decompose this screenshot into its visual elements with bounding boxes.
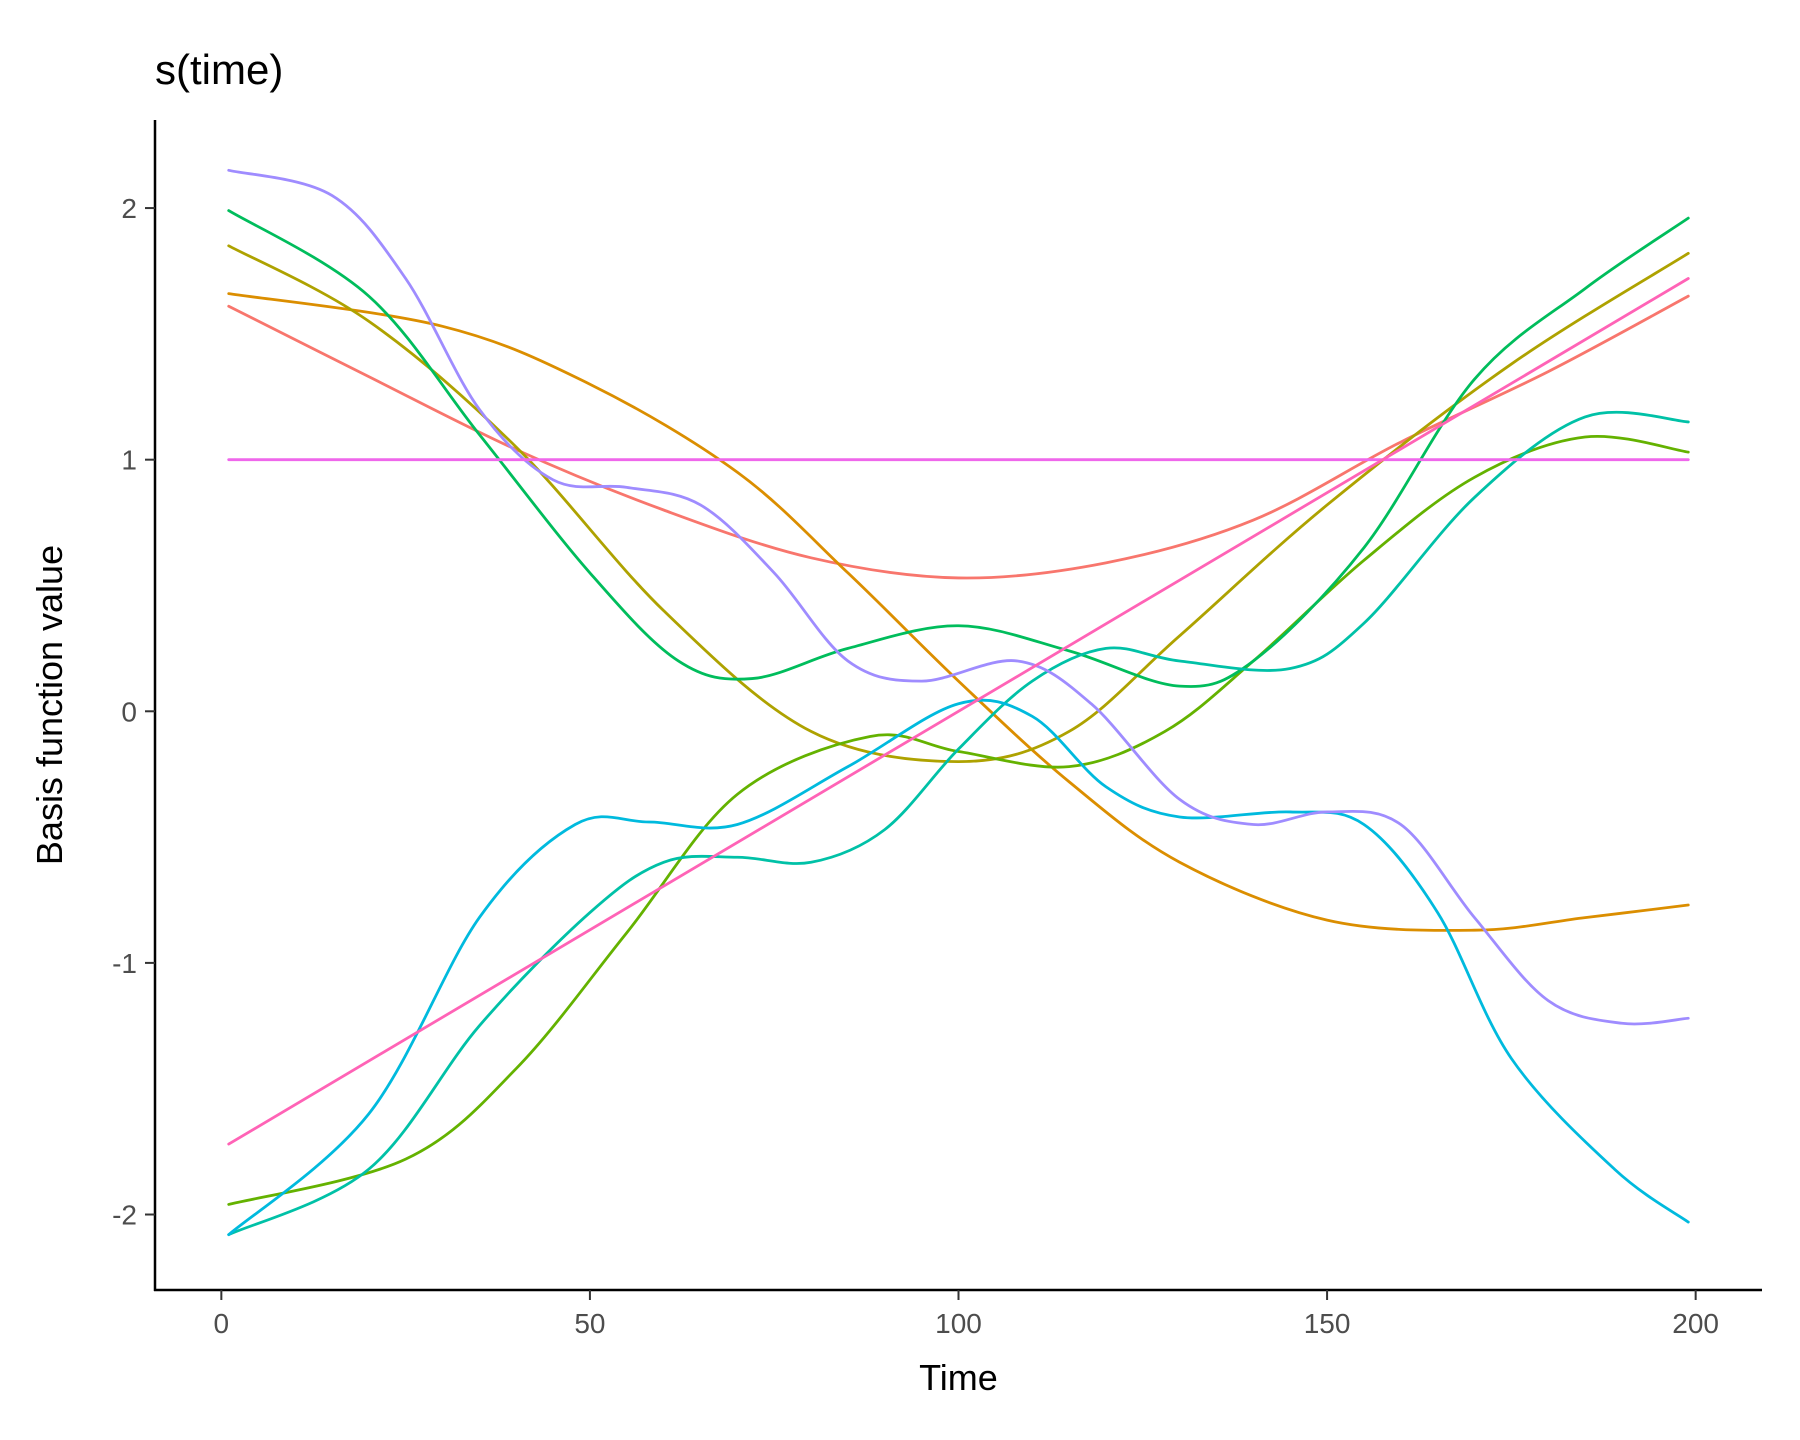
x-tick-label: 100 xyxy=(935,1308,982,1339)
x-tick-label: 0 xyxy=(214,1308,230,1339)
chart-title: s(time) xyxy=(155,46,283,93)
series-line-5 xyxy=(227,209,1690,688)
y-tick-label: 2 xyxy=(121,193,137,224)
y-tick-label: 1 xyxy=(121,445,137,476)
x-tick-label: 50 xyxy=(574,1308,605,1339)
series-line-7 xyxy=(227,698,1690,1237)
series-line-1 xyxy=(227,294,1690,580)
series-line-3 xyxy=(227,244,1690,764)
series-line-6 xyxy=(227,410,1690,1237)
x-axis-title: Time xyxy=(919,1357,998,1398)
axes: 0 50 100 150 200 2 1 0 -1 -2 xyxy=(112,120,1762,1339)
series-lines xyxy=(227,168,1690,1237)
y-tick-label: -1 xyxy=(112,948,137,979)
x-tick-label: 200 xyxy=(1672,1308,1719,1339)
y-tick-label: -2 xyxy=(112,1200,137,1231)
y-axis-title: Basis function value xyxy=(29,545,70,865)
x-tick-label: 150 xyxy=(1304,1308,1351,1339)
series-line-8 xyxy=(227,168,1690,1026)
y-tick-label: 0 xyxy=(121,696,137,727)
series-line-4 xyxy=(227,434,1690,1206)
series-line-2 xyxy=(227,292,1690,932)
series-line-10 xyxy=(227,277,1690,1146)
